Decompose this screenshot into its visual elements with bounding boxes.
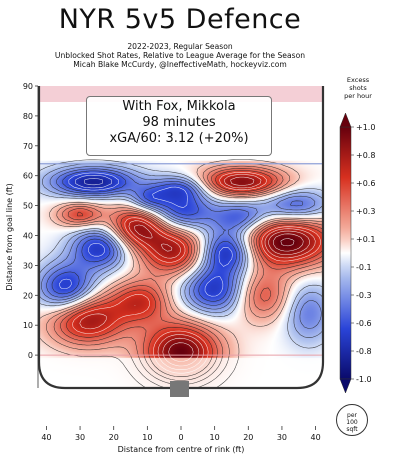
y-tick-label: 20 [23, 291, 33, 300]
x-tick-label: 30 [75, 433, 85, 442]
colorbar-tick-label: -0.8 [356, 347, 372, 356]
y-tick-label: 40 [23, 232, 33, 241]
unit-line-3: sqft [346, 426, 358, 433]
colorbar-tick-label: +0.8 [356, 151, 375, 160]
annotation-line-xga: xGA/60: 3.12 (+20%) [109, 131, 249, 146]
contour-line [84, 178, 103, 186]
y-tick-label: 70 [23, 142, 33, 151]
colorbar-tick-label: +0.3 [356, 207, 375, 216]
contour-line [75, 175, 112, 189]
x-tick-label: 20 [109, 433, 119, 442]
colorbar-tick-label: -0.6 [356, 319, 372, 328]
axes: 0 10 20 30 40 50 60 70 80 90 40 30 20 10 0 10 20 30 40 Dist… [5, 82, 321, 454]
colorbar-title-line-2: shots [349, 84, 367, 92]
unit-badge: per 100 sqft [336, 404, 368, 436]
y-tick-label: 80 [23, 112, 33, 121]
contour-line [79, 174, 316, 370]
annotation-box: With Fox, Mikkola 98 minutes xGA/60: 3.1… [86, 96, 272, 156]
x-axis-label: Distance from centre of rink (ft) [118, 445, 245, 454]
contour-line [60, 168, 323, 381]
x-tick-label: 0 [178, 433, 183, 442]
x-tick-label: 20 [243, 433, 253, 442]
colorbar-tick-label: +1.0 [356, 123, 375, 132]
contour-line [72, 172, 321, 374]
colorbar-title: Excess shots per hour [334, 76, 382, 100]
y-tick-label: 60 [23, 172, 33, 181]
contour-line [134, 176, 310, 367]
x-tick-label: 10 [210, 433, 220, 442]
goal-net-marker [170, 381, 189, 397]
contour-line [39, 163, 323, 338]
y-tick-label: 90 [23, 82, 33, 91]
contour-line [46, 168, 303, 306]
annotation-line-players: With Fox, Mikkola [122, 99, 236, 114]
contour-line [51, 170, 237, 302]
rink-heatmap [39, 159, 323, 388]
chart-title: NYR 5v5 Defence [58, 4, 302, 35]
x-tick-label: 40 [310, 433, 320, 442]
colorbar-title-line-1: Excess [346, 76, 370, 84]
annotation-line-minutes: 98 minutes [142, 115, 216, 130]
x-tick-label: 40 [41, 433, 51, 442]
y-axis-label: Distance from goal line (ft) [5, 183, 14, 290]
colorbar-top-arrow [339, 112, 352, 128]
y-tick-label: 30 [23, 261, 33, 270]
contour-line [58, 172, 233, 297]
colorbar: +1.0 +0.8 +0.6 +0.3 +0.1 -0.1 -0.3 -0.6 -0.8 -1.0 [339, 112, 375, 394]
contour-line [168, 233, 304, 362]
x-tick-label: 10 [142, 433, 152, 442]
x-tick-label: 30 [277, 433, 287, 442]
unit-line-1: per [347, 412, 357, 419]
y-tick-label: 0 [28, 351, 33, 360]
chart-subtitle-description: Unblocked Shot Rates, Relative to League… [54, 51, 306, 60]
y-tick-label: 50 [23, 202, 33, 211]
colorbar-tick-label: +0.1 [356, 235, 375, 244]
colorbar-tick-label: -0.3 [356, 291, 372, 300]
colorbar-title-line-3: per hour [344, 92, 372, 100]
colorbar-tick-label: -0.1 [356, 263, 372, 272]
contour-line [46, 163, 323, 388]
chart-subtitle-season: 2022-2023, Regular Season [127, 42, 233, 51]
colorbar-gradient [339, 126, 352, 380]
contour-line [41, 166, 322, 329]
chart-subtitle-credit: Micah Blake McCurdy, @IneffectiveMath, h… [73, 60, 287, 69]
colorbar-tick-label: +0.6 [356, 179, 375, 188]
colorbar-bottom-arrow [339, 378, 352, 394]
unit-line-2: 100 [346, 419, 358, 426]
colorbar-tick-label: -1.0 [356, 375, 372, 384]
contour-line [66, 170, 323, 377]
y-tick-label: 10 [23, 321, 33, 330]
contour-line [39, 159, 323, 349]
contour-line [280, 238, 295, 247]
